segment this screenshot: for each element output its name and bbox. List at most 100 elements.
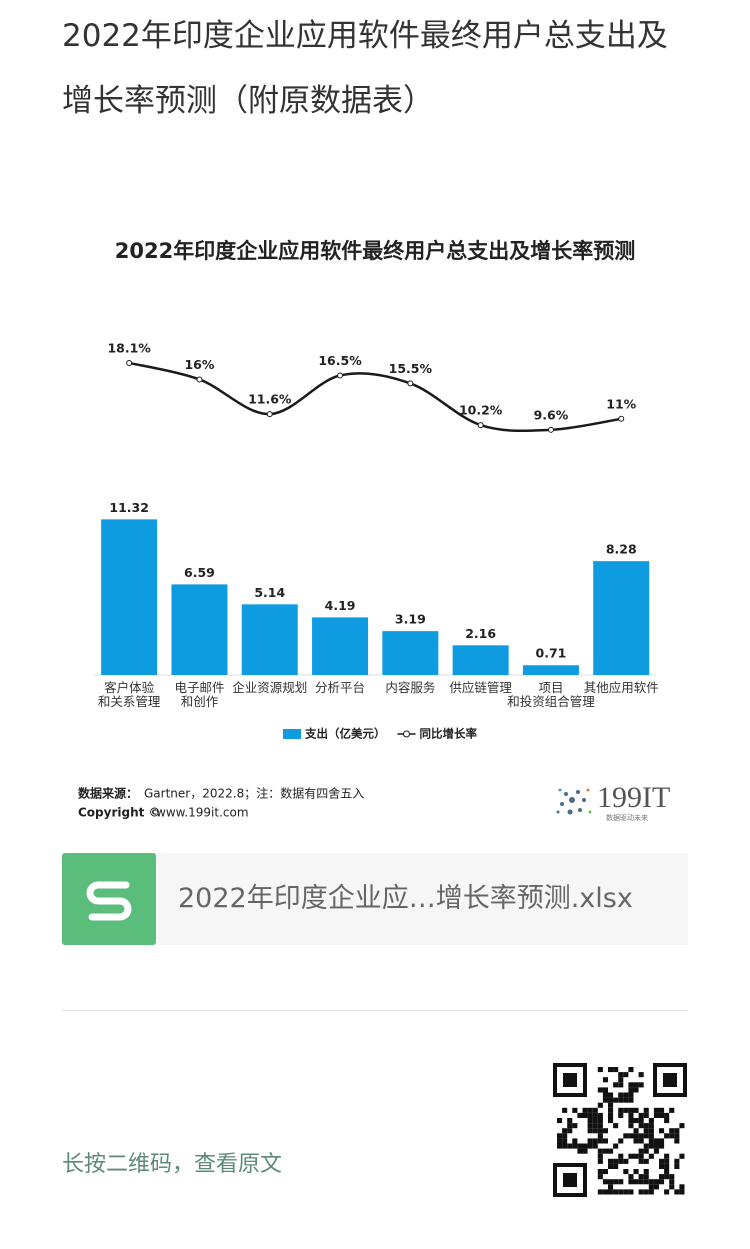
qr-module bbox=[557, 1143, 563, 1149]
qr-module bbox=[597, 1189, 603, 1195]
qr-module bbox=[608, 1102, 614, 1108]
qr-module bbox=[648, 1123, 654, 1129]
qr-module bbox=[679, 1153, 685, 1159]
qr-module bbox=[648, 1153, 654, 1159]
qr-module bbox=[633, 1118, 639, 1124]
qr-module bbox=[562, 1133, 568, 1139]
qr-module bbox=[623, 1107, 629, 1113]
qr-module bbox=[608, 1163, 614, 1169]
legend-swatch bbox=[283, 729, 301, 739]
x-tick-label: 客户体验和关系管理 bbox=[98, 680, 161, 709]
qr-module bbox=[643, 1107, 649, 1113]
qr-module bbox=[628, 1123, 634, 1129]
qr-module bbox=[653, 1148, 659, 1154]
qr-module bbox=[628, 1174, 634, 1180]
qr-module bbox=[602, 1189, 608, 1195]
file-icon bbox=[62, 853, 156, 945]
qr-code[interactable] bbox=[553, 1063, 687, 1197]
qr-module bbox=[562, 1107, 568, 1113]
source: Gartner，2022.8；注：数据有四舍五入 bbox=[144, 786, 364, 801]
bar bbox=[312, 617, 369, 675]
qr-module bbox=[638, 1179, 644, 1185]
qr-module bbox=[659, 1158, 665, 1164]
qr-module bbox=[587, 1112, 593, 1118]
line-marker bbox=[196, 376, 203, 383]
page-title: 2022年印度企业应用软件最终用户总支出及增长率预测（附原数据表） bbox=[62, 18, 668, 119]
qr-module bbox=[628, 1097, 634, 1103]
qr-module bbox=[633, 1153, 639, 1159]
line bbox=[128, 361, 622, 433]
qr-module bbox=[597, 1128, 603, 1134]
qr-module bbox=[669, 1107, 675, 1113]
bar bbox=[171, 584, 228, 675]
qr-module bbox=[679, 1184, 685, 1190]
qr-module bbox=[628, 1133, 634, 1139]
qr-module bbox=[587, 1107, 593, 1113]
qr-module bbox=[618, 1092, 624, 1098]
qr-module bbox=[638, 1174, 644, 1180]
data-label: 16% bbox=[184, 357, 214, 372]
qr-module bbox=[659, 1107, 665, 1113]
qr-module bbox=[659, 1174, 665, 1180]
qr-module bbox=[643, 1133, 649, 1139]
qr-module bbox=[613, 1143, 619, 1149]
qr-module bbox=[628, 1107, 634, 1113]
qr-module bbox=[648, 1138, 654, 1144]
qr-module bbox=[608, 1097, 614, 1103]
qr-module bbox=[613, 1179, 619, 1185]
qr-module bbox=[602, 1169, 608, 1175]
qr-module bbox=[659, 1138, 665, 1144]
data-label: 3.19 bbox=[395, 612, 426, 627]
qr-module bbox=[597, 1158, 603, 1164]
qr-module bbox=[592, 1123, 598, 1129]
attachment-card[interactable]: 2022年印度企业应…增长率预测.xlsx bbox=[62, 853, 688, 945]
qr-module bbox=[628, 1189, 634, 1195]
qr-module bbox=[643, 1123, 649, 1129]
logo-slogan: 数据驱动未来 bbox=[606, 813, 648, 822]
qr-module bbox=[613, 1158, 619, 1164]
qr-module bbox=[664, 1163, 670, 1169]
qr-module bbox=[587, 1143, 593, 1149]
qr-module bbox=[623, 1189, 629, 1195]
x-tick-label: 供应链管理 bbox=[449, 680, 512, 695]
qr-module bbox=[608, 1112, 614, 1118]
data-label: 8.28 bbox=[606, 542, 637, 557]
qr-module bbox=[567, 1123, 573, 1129]
file-icon-glyph bbox=[86, 881, 132, 921]
qr-module bbox=[592, 1138, 598, 1144]
logo-mark bbox=[556, 788, 592, 815]
qr-module bbox=[613, 1097, 619, 1103]
data-label: 11.6% bbox=[248, 392, 292, 407]
qr-module bbox=[643, 1148, 649, 1154]
qr-module bbox=[592, 1112, 598, 1118]
qr-module bbox=[597, 1148, 603, 1154]
data-label: 6.59 bbox=[184, 565, 215, 580]
data-label: 11.32 bbox=[109, 500, 149, 515]
qr-module bbox=[628, 1067, 634, 1073]
qr-module bbox=[669, 1174, 675, 1180]
logo: 199IT bbox=[597, 781, 670, 814]
x-tick-label: 分析平台 bbox=[315, 680, 365, 695]
qr-module bbox=[638, 1082, 644, 1088]
qr-module bbox=[653, 1143, 659, 1149]
qr-module bbox=[633, 1138, 639, 1144]
line-marker bbox=[618, 415, 625, 422]
divider bbox=[62, 1010, 688, 1011]
qr-module bbox=[648, 1143, 654, 1149]
qr-module bbox=[623, 1169, 629, 1175]
qr-module bbox=[557, 1133, 563, 1139]
qr-module bbox=[608, 1107, 614, 1113]
qr-module bbox=[592, 1128, 598, 1134]
qr-module bbox=[602, 1077, 608, 1083]
qr-module bbox=[664, 1112, 670, 1118]
qr-module bbox=[674, 1128, 680, 1134]
line-marker bbox=[266, 411, 273, 418]
line-marker bbox=[407, 380, 414, 387]
qr-module bbox=[628, 1092, 634, 1098]
qr-module bbox=[638, 1148, 644, 1154]
qr-module bbox=[643, 1169, 649, 1175]
qr-module bbox=[597, 1067, 603, 1073]
qr-module bbox=[648, 1128, 654, 1134]
qr-module bbox=[602, 1148, 608, 1154]
